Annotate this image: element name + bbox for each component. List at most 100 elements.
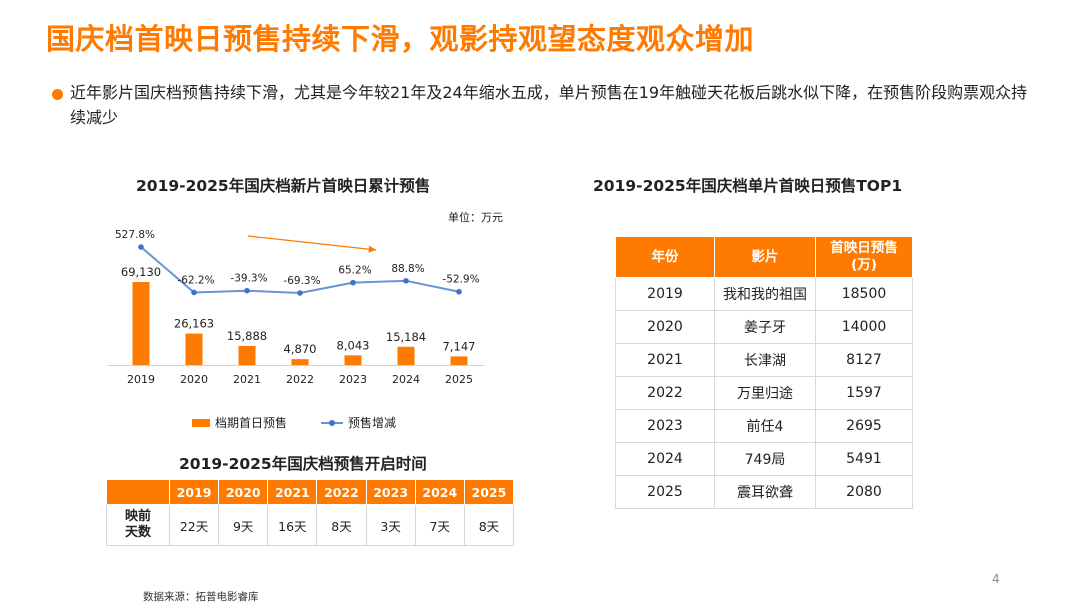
top1-title: 2019-2025年国庆档单片首映日预售TOP1	[593, 177, 903, 195]
chart-bar	[397, 346, 415, 365]
growth-value-label: 88.8%	[391, 263, 424, 275]
top1-presale: 2695	[815, 409, 913, 443]
presale-header-line-1: 首映日预售	[830, 240, 898, 256]
open-time-header-row: 2019 2020 2021 2022 2023 2024 2025	[106, 479, 515, 505]
top1-film: 前任4	[714, 409, 816, 443]
growth-point	[244, 287, 250, 294]
top1-year: 2025	[615, 475, 715, 509]
page-title: 国庆档首映日预售持续下滑，观影持观望态度观众增加	[46, 22, 755, 56]
growth-value-label: -69.3%	[283, 275, 320, 287]
legend-bar-label: 档期首日预售	[215, 416, 288, 430]
chart-title: 2019-2025年国庆档新片首映日累计预售	[136, 177, 431, 195]
x-tick-label: 2021	[233, 373, 261, 386]
top1-header-film: 影片	[714, 236, 816, 278]
top1-year: 2019	[615, 277, 715, 311]
chart-bar	[450, 356, 468, 365]
top1-presale: 5491	[815, 442, 913, 476]
open-time-value: 8天	[463, 504, 515, 546]
chart-legend: 档期首日预售 预售增减	[192, 414, 396, 431]
top1-year: 2024	[615, 442, 715, 476]
top1-year: 2021	[615, 343, 715, 377]
table-row: 2020 姜子牙 14000	[615, 310, 913, 344]
row-label-line-2: 天数	[124, 525, 151, 540]
presale-header-line-2: (万)	[851, 257, 877, 273]
open-time-value: 8天	[316, 504, 367, 546]
open-time-value: 16天	[267, 504, 318, 546]
top1-year: 2020	[615, 310, 715, 344]
chart-bar	[132, 282, 150, 365]
top1-year: 2022	[615, 376, 715, 410]
table-row: 2023 前任4 2695	[615, 409, 913, 443]
growth-value-label: 527.8%	[115, 229, 155, 241]
top1-film: 震耳欲聋	[714, 475, 816, 509]
bar-value-label: 8,043	[337, 338, 370, 352]
top1-header-presale: 首映日预售 (万)	[815, 236, 913, 278]
growth-point	[138, 244, 144, 250]
open-time-year: 2022	[316, 479, 367, 505]
top1-film: 姜子牙	[714, 310, 816, 344]
bar-value-label: 15,184	[386, 330, 426, 344]
chart-unit: 单位：万元	[448, 211, 503, 224]
top1-film: 我和我的祖国	[714, 277, 816, 311]
growth-point	[456, 288, 462, 295]
open-time-value: 22天	[168, 504, 220, 546]
chart-bar	[344, 355, 362, 365]
growth-value-label: -39.3%	[230, 273, 267, 285]
bar-value-label: 15,888	[227, 329, 267, 343]
open-time-corner	[106, 479, 170, 505]
legend-bar-swatch	[192, 418, 210, 427]
top1-year: 2023	[615, 409, 715, 443]
open-time-value: 9天	[218, 504, 269, 546]
chart-bar	[238, 345, 256, 365]
growth-point	[191, 289, 197, 296]
open-time-row-label: 映前 天数	[106, 504, 170, 546]
table-row: 2022 万里归途 1597	[615, 376, 913, 410]
top1-presale: 18500	[815, 277, 913, 311]
top1-presale: 8127	[815, 343, 913, 377]
open-time-year: 2023	[365, 479, 416, 505]
bullet-dot-icon	[52, 89, 63, 100]
top1-film: 749局	[714, 442, 816, 476]
table-row: 2019 我和我的祖国 18500	[615, 277, 913, 311]
open-time-value: 7天	[414, 504, 465, 546]
top1-header-row: 年份 影片 首映日预售 (万)	[615, 236, 913, 278]
page-number: 4	[992, 572, 1000, 586]
legend-line-label: 预售增减	[348, 416, 397, 430]
bar-value-label: 7,147	[443, 339, 476, 353]
open-time-value: 3天	[365, 504, 416, 546]
legend-line-swatch	[321, 419, 344, 426]
trend-arrow-icon	[247, 235, 377, 253]
bar-value-label: 69,130	[121, 265, 161, 279]
top1-presale: 14000	[815, 310, 913, 344]
open-time-title: 2019-2025年国庆档预售开启时间	[179, 455, 427, 473]
growth-point	[350, 279, 356, 286]
open-time-values-row: 映前 天数 22天 9天 16天 8天 3天 7天 8天	[106, 504, 515, 546]
open-time-table: 2019 2020 2021 2022 2023 2024 2025 映前 天数…	[106, 479, 515, 546]
growth-value-label: 65.2%	[338, 265, 371, 277]
bullet-text: 近年影片国庆档预售持续下滑，尤其是今年较21年及24年缩水五成，单片预售在19年…	[70, 83, 1028, 127]
top1-header-year: 年份	[615, 236, 715, 278]
open-time-year: 2020	[218, 479, 269, 505]
data-source: 数据来源：拓普电影睿库	[143, 591, 259, 603]
x-tick-label: 2024	[392, 373, 420, 386]
top1-table: 年份 影片 首映日预售 (万) 2019 我和我的祖国 18500 2020 姜…	[615, 236, 913, 509]
growth-value-label: -52.9%	[442, 274, 479, 286]
growth-point	[403, 278, 409, 284]
table-row: 2024 749局 5491	[615, 442, 913, 476]
growth-point	[297, 290, 303, 296]
open-time-year: 2024	[414, 479, 465, 505]
x-tick-label: 2023	[339, 373, 367, 386]
top1-film: 长津湖	[714, 343, 816, 377]
bar-value-label: 26,163	[174, 317, 214, 331]
chart-bar	[185, 333, 203, 365]
top1-presale: 1597	[815, 376, 913, 410]
growth-value-label: -62.2%	[177, 274, 214, 286]
table-row: 2021 长津湖 8127	[615, 343, 913, 377]
open-time-year: 2025	[463, 479, 515, 505]
open-time-year: 2021	[267, 479, 318, 505]
row-label-line-1: 映前	[124, 509, 151, 524]
x-tick-label: 2025	[445, 373, 473, 386]
x-tick-label: 2019	[127, 373, 155, 386]
open-time-year: 2019	[168, 479, 220, 505]
top1-presale: 2080	[815, 475, 913, 509]
